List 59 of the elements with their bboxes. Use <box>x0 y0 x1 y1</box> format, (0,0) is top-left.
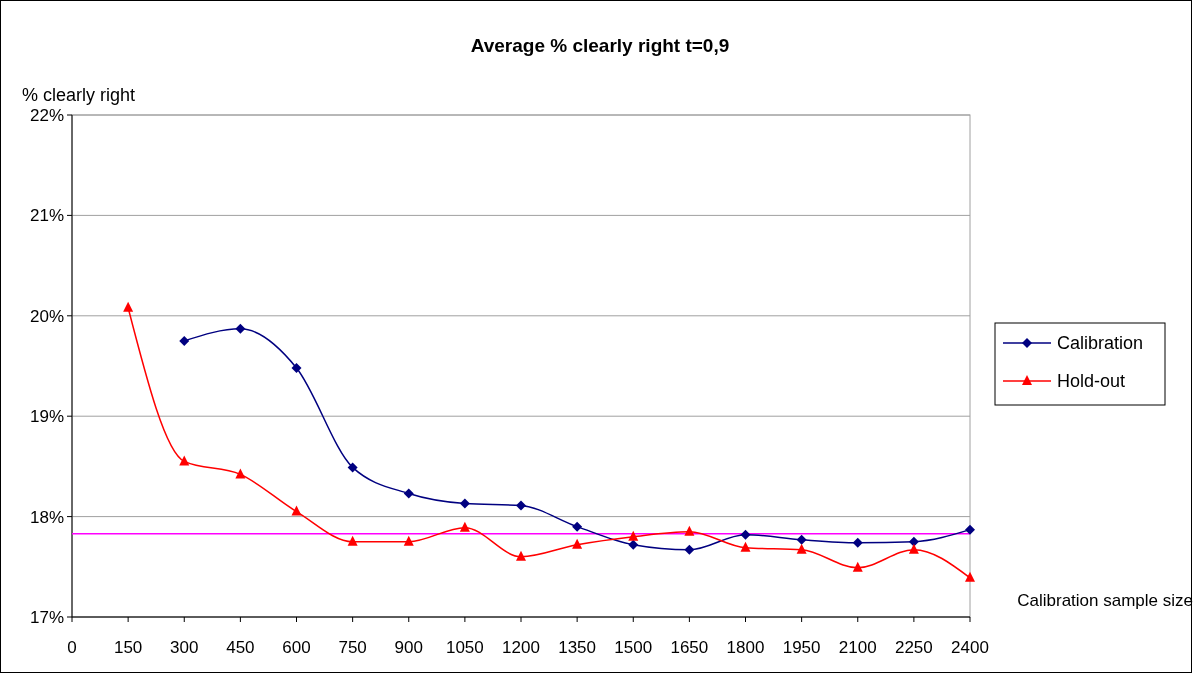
point <box>403 535 414 546</box>
y-tick-label: 18% <box>29 507 64 527</box>
point <box>516 550 526 561</box>
x-tick-label: 1350 <box>558 638 597 657</box>
point <box>179 455 190 466</box>
x-tick-label: 900 <box>394 638 423 657</box>
point <box>179 335 190 346</box>
point <box>572 538 583 549</box>
x-axis-title: Calibration sample size <box>1017 591 1193 610</box>
point <box>796 534 807 545</box>
point <box>740 541 751 552</box>
point <box>235 323 246 334</box>
x-tick-label: 1200 <box>502 638 540 657</box>
x-tick-label: 2400 <box>951 638 989 657</box>
x-tick-label: 2100 <box>838 638 877 657</box>
x-tick-label: 600 <box>282 638 311 657</box>
y-tick-label: 17% <box>29 608 64 627</box>
point <box>123 301 134 312</box>
point <box>965 571 975 582</box>
point <box>852 537 863 548</box>
x-tick-label: 1050 <box>445 638 484 657</box>
x-tick-label: 0 <box>67 638 77 657</box>
x-tick-label: 450 <box>226 638 255 657</box>
point <box>852 561 863 572</box>
point <box>291 505 302 516</box>
x-tick-label: 1500 <box>614 638 653 657</box>
point <box>908 543 919 554</box>
point <box>628 539 639 550</box>
point <box>291 363 302 374</box>
point <box>965 524 975 535</box>
y-tick-label: 19% <box>29 407 64 427</box>
chart-title: Average % clearly right t=0,9 <box>470 35 730 56</box>
point <box>235 468 246 479</box>
point <box>628 530 639 541</box>
x-tick-label: 1800 <box>726 638 765 657</box>
point <box>516 500 526 511</box>
x-tick-label: 1950 <box>782 638 821 657</box>
y-tick-label: 20% <box>29 306 64 326</box>
point <box>684 544 695 555</box>
point <box>740 529 751 540</box>
point <box>459 498 470 509</box>
y-tick-label: 21% <box>29 206 64 226</box>
y-tick-label: 22% <box>29 106 64 125</box>
y-axis-title: % clearly right <box>22 85 136 105</box>
point <box>796 543 807 554</box>
legend-label: Calibration <box>1057 333 1144 353</box>
point <box>684 525 695 536</box>
point <box>572 521 583 532</box>
point <box>347 462 358 473</box>
point <box>459 521 470 532</box>
x-tick-label: 1650 <box>670 638 709 657</box>
x-tick-label: 2250 <box>894 638 933 657</box>
point <box>403 488 414 499</box>
x-tick-label: 750 <box>338 638 367 657</box>
point <box>347 535 358 546</box>
point <box>908 536 919 547</box>
legend-label: Hold-out <box>1057 371 1126 391</box>
x-tick-label: 150 <box>113 638 143 657</box>
x-tick-label: 300 <box>170 638 199 657</box>
